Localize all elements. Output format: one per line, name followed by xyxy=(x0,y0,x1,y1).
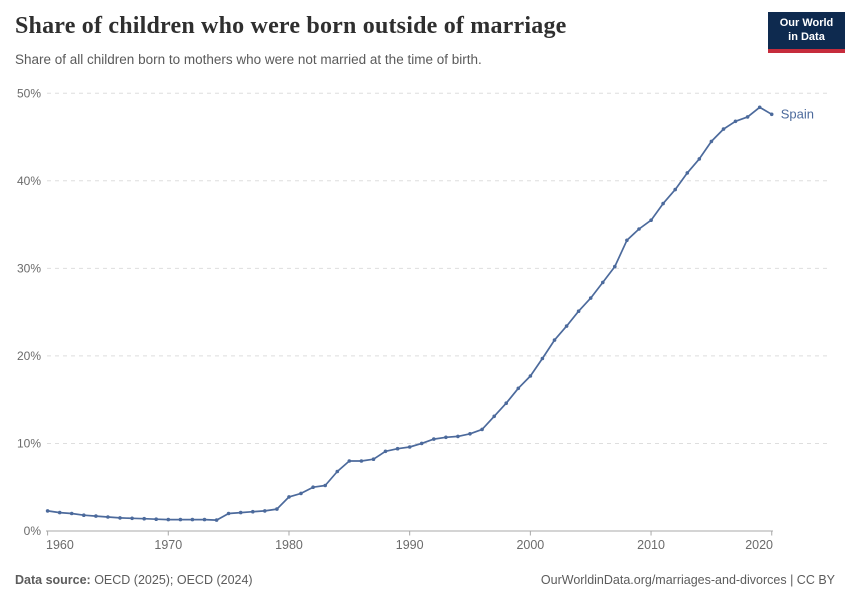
data-point[interactable] xyxy=(540,356,545,361)
data-point[interactable] xyxy=(118,516,122,520)
y-tick-label: 10% xyxy=(17,436,41,450)
data-point[interactable] xyxy=(57,510,62,515)
data-source-text: OECD (2025); OECD (2024) xyxy=(90,573,253,587)
x-tick-label: 1980 xyxy=(275,538,303,552)
data-point[interactable] xyxy=(480,427,484,432)
data-point[interactable] xyxy=(468,432,472,436)
x-tick-label: 1990 xyxy=(396,538,424,552)
data-point[interactable] xyxy=(395,446,400,451)
data-point[interactable] xyxy=(504,401,509,406)
x-tick-label: 1960 xyxy=(46,538,74,552)
y-tick-label: 20% xyxy=(17,349,41,363)
data-point[interactable] xyxy=(661,201,665,206)
data-point[interactable] xyxy=(106,515,110,519)
owid-logo-line1: Our World xyxy=(779,17,834,29)
data-point[interactable] xyxy=(745,115,750,119)
data-point[interactable] xyxy=(202,517,207,522)
data-point[interactable] xyxy=(588,296,593,300)
data-point[interactable] xyxy=(576,309,581,314)
chart-subtitle: Share of all children born to mothers wh… xyxy=(15,52,482,67)
data-point[interactable] xyxy=(287,495,291,499)
data-point[interactable] xyxy=(649,218,653,222)
y-tick-label: 0% xyxy=(24,524,42,538)
owid-logo-line2: in Data xyxy=(788,30,825,43)
x-tick-label: 1970 xyxy=(154,538,182,552)
data-point[interactable] xyxy=(456,434,460,439)
data-point[interactable] xyxy=(637,227,641,231)
data-point[interactable] xyxy=(625,238,629,243)
data-point[interactable] xyxy=(371,457,376,462)
data-point[interactable] xyxy=(251,509,255,514)
data-source-label: Data source: xyxy=(15,573,91,587)
y-tick-label: 30% xyxy=(17,261,41,275)
data-point[interactable] xyxy=(528,374,533,378)
data-line-spain[interactable] xyxy=(46,106,773,521)
data-point[interactable] xyxy=(263,509,267,513)
y-tick-label: 50% xyxy=(17,86,41,100)
data-point[interactable] xyxy=(311,485,315,490)
data-point[interactable] xyxy=(190,517,195,522)
chart-footer: Data source: OECD (2025); OECD (2024) Ou… xyxy=(15,573,835,587)
x-tick-label: 2020 xyxy=(745,538,773,552)
data-point[interactable] xyxy=(335,469,340,474)
data-point[interactable] xyxy=(69,511,74,516)
data-point[interactable] xyxy=(142,516,146,521)
license-credit[interactable]: OurWorldinData.org/marriages-and-divorce… xyxy=(540,573,835,587)
data-point[interactable] xyxy=(82,513,86,517)
data-point[interactable] xyxy=(564,324,569,328)
data-point[interactable] xyxy=(516,386,521,391)
data-point[interactable] xyxy=(275,507,279,511)
data-point[interactable] xyxy=(347,459,352,463)
data-point[interactable] xyxy=(673,187,677,192)
data-point[interactable] xyxy=(299,491,303,496)
data-point[interactable] xyxy=(709,139,714,144)
data-point[interactable] xyxy=(552,338,557,342)
data-point[interactable] xyxy=(733,119,738,124)
data-point[interactable] xyxy=(166,517,171,522)
x-tick-label: 2010 xyxy=(637,538,665,552)
data-point[interactable] xyxy=(130,516,134,521)
data-point[interactable] xyxy=(757,105,762,110)
data-point[interactable] xyxy=(94,514,98,518)
data-point[interactable] xyxy=(154,517,158,521)
data-point[interactable] xyxy=(178,517,183,522)
data-point[interactable] xyxy=(721,127,726,131)
data-point[interactable] xyxy=(407,445,412,449)
data-point[interactable] xyxy=(419,441,424,446)
data-point[interactable] xyxy=(613,264,617,269)
data-point[interactable] xyxy=(359,459,364,463)
data-point[interactable] xyxy=(238,510,243,515)
x-tick-label: 2000 xyxy=(516,538,544,552)
owid-logo[interactable]: Our World in Data xyxy=(768,12,845,53)
data-point[interactable] xyxy=(383,449,388,454)
data-point[interactable] xyxy=(492,414,497,419)
y-tick-label: 40% xyxy=(17,174,41,188)
data-point[interactable] xyxy=(45,509,50,513)
data-source: Data source: OECD (2025); OECD (2024) xyxy=(15,573,253,587)
data-point[interactable] xyxy=(214,518,219,522)
data-point[interactable] xyxy=(323,483,328,488)
data-point[interactable] xyxy=(697,157,702,161)
data-point[interactable] xyxy=(685,171,690,175)
entity-label-spain[interactable]: Spain xyxy=(781,106,814,121)
data-point[interactable] xyxy=(226,511,231,516)
data-point[interactable] xyxy=(769,112,774,117)
data-point[interactable] xyxy=(601,280,605,285)
data-point[interactable] xyxy=(444,435,448,440)
data-point[interactable] xyxy=(432,437,436,441)
page-title: Share of children who were born outside … xyxy=(15,13,567,39)
